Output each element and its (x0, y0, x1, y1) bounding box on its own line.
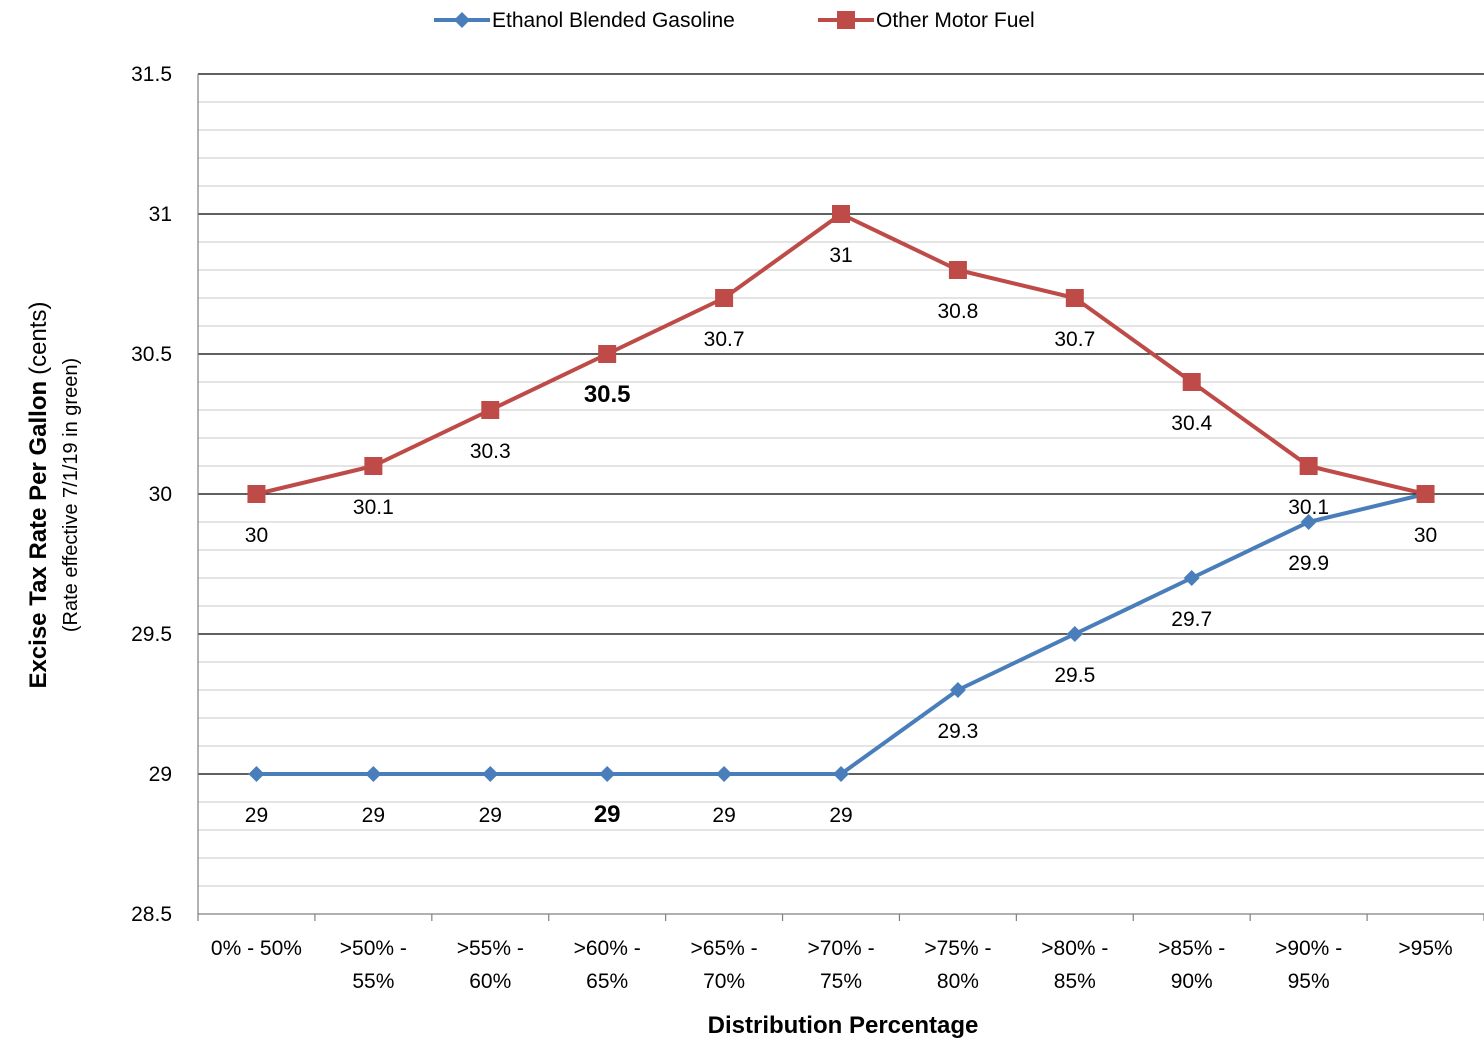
x-tick-label-line: >55% - (457, 937, 524, 960)
x-tick-label-line: 75% (820, 970, 862, 993)
x-tick-label-line: >90% - (1275, 937, 1342, 960)
x-tick-label-line: 0% - 50% (211, 937, 302, 960)
x-tick-label-line: 80% (937, 970, 979, 993)
x-tick-label-line: >75% - (924, 937, 991, 960)
data-point (365, 766, 382, 782)
x-tick-label: >70% - 75% (807, 937, 874, 993)
data-point (832, 205, 850, 223)
x-tick-label: >90% - 95% (1275, 937, 1342, 993)
legend-marker-square (837, 11, 855, 29)
data-label: 30 (1414, 524, 1437, 547)
data-point (248, 766, 265, 782)
legend-label-2: Other Motor Fuel (876, 9, 1035, 32)
x-tick-label-line: >50% - (340, 937, 407, 960)
data-point (1065, 289, 1084, 307)
x-tick-label: 0% - 50% (211, 937, 302, 960)
data-label: 29.5 (1054, 664, 1095, 687)
legend: Ethanol Blended Gasoline Other Motor Fuel (434, 9, 1035, 32)
legend-marker-diamond (454, 12, 470, 28)
data-label: 31 (829, 244, 852, 267)
y-tick-label: 30 (149, 483, 172, 506)
data-label: 29 (829, 804, 852, 827)
x-tick-label-line: 90% (1171, 970, 1213, 993)
x-tick-label-line: 60% (469, 970, 511, 993)
data-label: 30.7 (1054, 328, 1095, 351)
data-label: 30.1 (353, 496, 394, 519)
data-label: 30.5 (584, 381, 631, 408)
data-label: 29.7 (1171, 608, 1212, 631)
data-label: 29.9 (1288, 552, 1329, 575)
x-tick-label-line: >80% - (1041, 937, 1108, 960)
x-tick-label-line: >95% (1398, 937, 1452, 960)
y-tick-label: 31 (149, 203, 172, 226)
data-point (949, 682, 966, 698)
legend-label-1: Ethanol Blended Gasoline (492, 9, 735, 32)
data-point (948, 261, 967, 279)
x-tick-label-line: >65% - (691, 937, 758, 960)
x-tick-label-line: 65% (586, 970, 628, 993)
data-label: 30.3 (470, 440, 511, 463)
data-point (364, 457, 383, 475)
data-label: 29 (594, 801, 621, 828)
y-axis-title-unit: (cents) (25, 301, 52, 374)
data-point (1416, 485, 1435, 503)
y-axis-title: Excise Tax Rate Per Gallon (cents) (25, 301, 52, 688)
data-label: 30 (245, 524, 268, 547)
y-tick-label: 31.5 (131, 63, 172, 86)
data-point (599, 766, 616, 782)
data-point (1066, 626, 1083, 642)
x-axis-tick-labels: 0% - 50% >50% - 55% >55% - 60% >60% - 65% >65% … (211, 937, 1453, 993)
data-point (716, 766, 733, 782)
data-label: 29 (712, 804, 735, 827)
x-tick-label-line: >60% - (574, 937, 641, 960)
data-label: 30.8 (937, 300, 978, 323)
x-tick-label: >50% - 55% (340, 937, 407, 993)
y-tick-label: 30.5 (131, 343, 172, 366)
data-point (1299, 457, 1318, 475)
major-gridlines (198, 73, 1484, 775)
x-tick-label: >60% - 65% (574, 937, 641, 993)
x-tick-label: >80% - 85% (1041, 937, 1108, 993)
data-label: 30.7 (704, 328, 745, 351)
y-axis-tick-labels: 28.5 29 29.5 30 30.5 31 31.5 (131, 63, 172, 926)
y-axis-title-group: Excise Tax Rate Per Gallon (cents) (25, 301, 52, 688)
data-point (715, 289, 734, 307)
x-tick-label-line: >85% - (1158, 937, 1225, 960)
data-label: 30.4 (1171, 412, 1212, 435)
x-tick-label: >75% - 80% (924, 937, 991, 993)
data-point (247, 485, 266, 503)
data-labels: 29 29 29 29 29 29 29.3 29.5 29.7 29.9 30 30.1 30.3 30… (245, 244, 1437, 828)
data-point (598, 345, 617, 363)
x-axis-title: Distribution Percentage (708, 1012, 979, 1039)
x-tick-label-line: 55% (352, 970, 394, 993)
data-label: 29 (362, 804, 385, 827)
data-label: 29 (245, 804, 268, 827)
x-tick-label-line: >70% - (807, 937, 874, 960)
x-tick-label-line: 70% (703, 970, 745, 993)
x-tick-label-line: 85% (1054, 970, 1096, 993)
y-tick-label: 29 (149, 763, 172, 786)
y-axis-note: (Rate effective 7/1/19 in green) (60, 358, 82, 632)
axes (197, 74, 1484, 921)
data-point (1182, 373, 1201, 391)
series-layer (247, 205, 1435, 782)
x-tick-label: >65% - 70% (691, 937, 758, 993)
y-tick-label: 29.5 (131, 623, 172, 646)
data-label: 30.1 (1288, 496, 1329, 519)
data-point (481, 401, 500, 419)
y-axis-title-main: Excise Tax Rate Per Gallon (25, 381, 52, 689)
data-point (1183, 570, 1200, 586)
data-point (1300, 514, 1317, 530)
data-label: 29 (479, 804, 502, 827)
x-tick-label: >85% - 90% (1158, 937, 1225, 993)
data-point (482, 766, 499, 782)
data-point (833, 766, 849, 782)
x-tick-label: >55% - 60% (457, 937, 524, 993)
x-tick-label: >95% (1398, 937, 1452, 960)
x-tick-label-line: 95% (1288, 970, 1330, 993)
y-tick-label: 28.5 (131, 903, 172, 926)
data-label: 29.3 (937, 720, 978, 743)
